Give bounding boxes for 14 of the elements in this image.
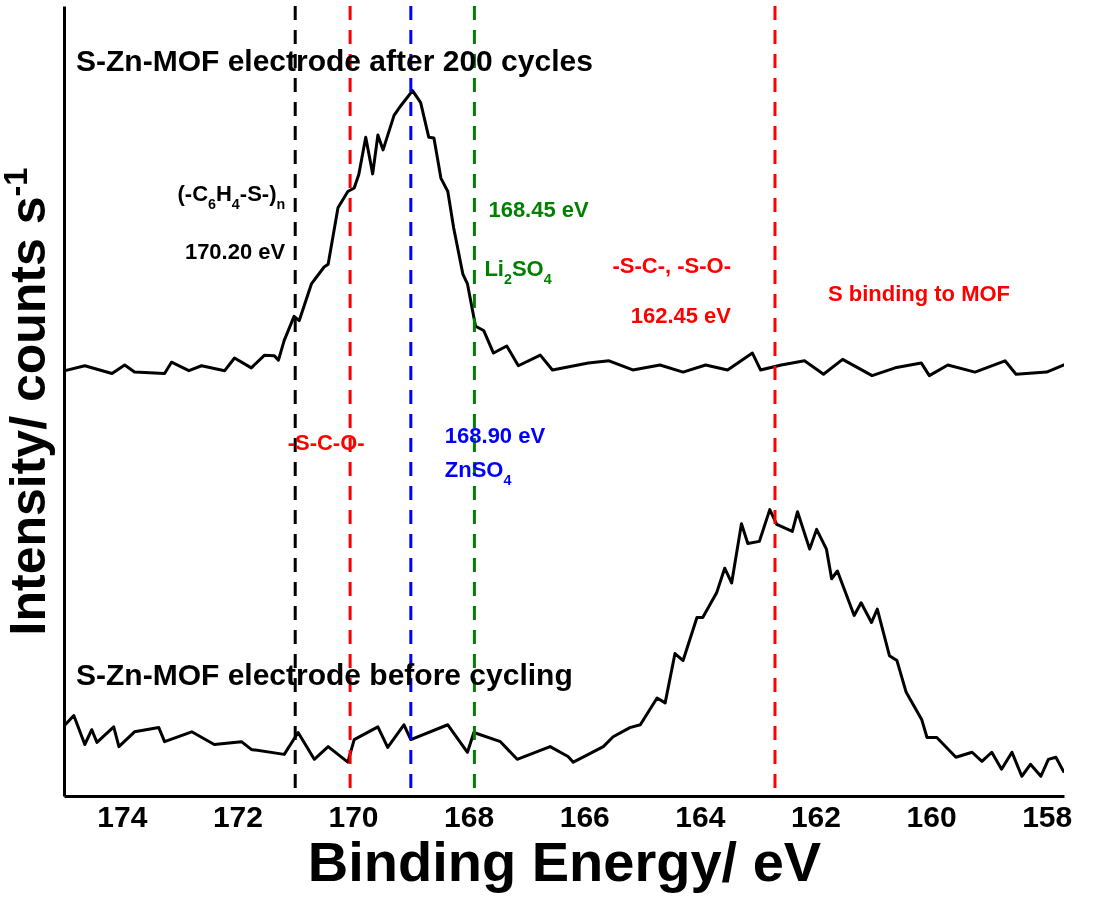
x-tick-label: 174	[97, 799, 148, 833]
annotation: 168.90 eV	[444, 422, 546, 448]
annotation: (-C$_{6}$H$_{4}$-S-)$_{n}$	[177, 181, 286, 213]
annotation: Li$_{2}$SO$_{4}$	[484, 256, 552, 288]
annotation: -S-C-, -S-O-	[612, 253, 731, 279]
annotation: 168.45 eV	[488, 196, 590, 222]
series-label: S-Zn-MOF electrode before cycling	[76, 658, 573, 692]
x-tick-label: 158	[1022, 799, 1073, 833]
annotation: S binding to MOF	[827, 280, 1011, 306]
annotation: 162.45 eV	[630, 303, 732, 329]
annotation: 170.20 eV	[184, 239, 286, 265]
x-tick-label: 160	[906, 799, 957, 833]
x-tick-label: 172	[212, 799, 263, 833]
text: S-Zn-MOF electrode after 200 cycles	[76, 44, 593, 78]
